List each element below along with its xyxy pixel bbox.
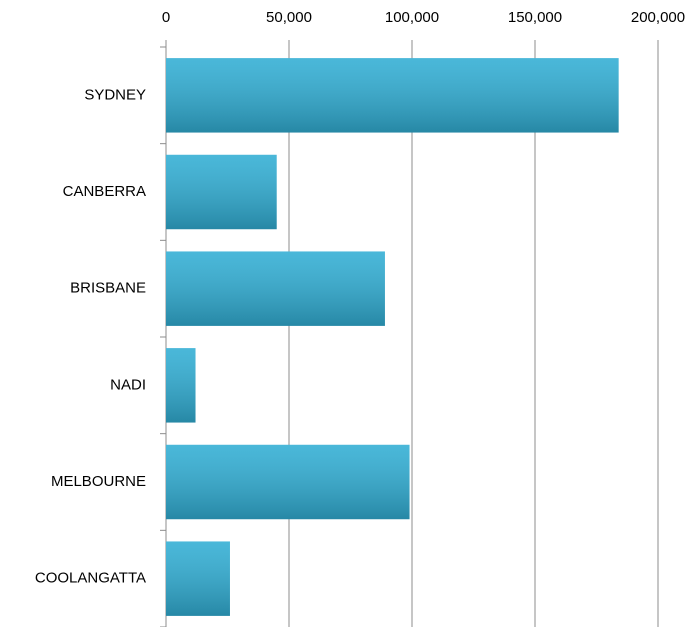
- y-tick-label: CANBERRA: [63, 183, 146, 200]
- x-tick-label: 150,000: [508, 9, 562, 26]
- y-tick-label: MELBOURNE: [51, 473, 146, 490]
- x-tick-label: 200,000: [631, 9, 685, 26]
- bar-shade: [166, 444, 410, 520]
- bar-shade: [166, 251, 385, 326]
- x-tick-label: 50,000: [266, 9, 312, 26]
- bar-shade: [166, 348, 196, 423]
- bar-shade: [166, 58, 619, 133]
- bar-shade: [166, 541, 230, 616]
- x-tick-label: 0: [162, 9, 170, 26]
- y-tick-label: NADI: [110, 376, 146, 393]
- y-tick-label: SYDNEY: [84, 86, 146, 103]
- y-tick-label: BRISBANE: [70, 280, 146, 297]
- bar-shade: [166, 154, 277, 230]
- y-tick-label: COOLANGATTA: [35, 570, 146, 587]
- x-tick-label: 100,000: [385, 9, 439, 26]
